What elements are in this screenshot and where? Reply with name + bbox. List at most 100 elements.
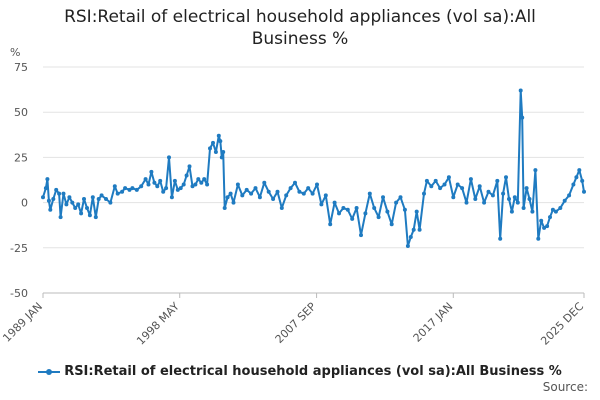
data-point[interactable] <box>533 168 538 173</box>
data-point[interactable] <box>64 202 69 207</box>
data-point[interactable] <box>571 182 576 187</box>
data-point[interactable] <box>288 186 293 191</box>
data-point[interactable] <box>61 191 66 196</box>
data-point[interactable] <box>208 146 212 151</box>
data-point[interactable] <box>205 182 210 187</box>
data-point[interactable] <box>169 195 174 200</box>
data-point[interactable] <box>577 168 582 173</box>
data-point[interactable] <box>490 193 495 198</box>
data-point[interactable] <box>372 206 377 210</box>
data-point[interactable] <box>108 200 113 205</box>
data-point[interactable] <box>275 189 280 194</box>
data-point[interactable] <box>76 202 81 207</box>
data-point[interactable] <box>389 222 394 227</box>
data-point[interactable] <box>363 211 368 216</box>
data-point[interactable] <box>73 206 78 210</box>
data-point[interactable] <box>219 155 224 160</box>
data-point[interactable] <box>262 180 267 185</box>
data-point[interactable] <box>123 186 128 191</box>
data-point[interactable] <box>155 184 160 189</box>
data-point[interactable] <box>550 207 555 212</box>
data-point[interactable] <box>213 150 218 154</box>
data-point[interactable] <box>468 177 473 182</box>
data-point[interactable] <box>134 187 139 192</box>
data-point[interactable] <box>323 193 328 198</box>
data-point[interactable] <box>548 215 552 220</box>
data-point[interactable] <box>482 200 487 205</box>
data-point[interactable] <box>446 175 451 180</box>
data-point[interactable] <box>542 225 547 230</box>
data-point[interactable] <box>582 189 586 194</box>
data-point[interactable] <box>580 178 585 183</box>
data-point[interactable] <box>244 187 249 192</box>
data-point[interactable] <box>271 197 276 201</box>
data-point[interactable] <box>473 197 478 201</box>
data-point[interactable] <box>306 186 311 191</box>
data-point[interactable] <box>319 202 324 207</box>
data-point[interactable] <box>284 193 289 198</box>
data-point[interactable] <box>279 206 284 210</box>
data-point[interactable] <box>512 195 517 200</box>
data-point[interactable] <box>574 175 579 180</box>
data-point[interactable] <box>367 191 372 196</box>
data-point[interactable] <box>515 200 520 205</box>
data-point[interactable] <box>45 177 50 182</box>
data-point[interactable] <box>536 236 541 241</box>
data-point[interactable] <box>257 195 262 200</box>
data-point[interactable] <box>518 88 523 93</box>
data-point[interactable] <box>405 244 410 248</box>
data-point[interactable] <box>228 191 233 196</box>
data-point[interactable] <box>504 175 508 180</box>
data-point[interactable] <box>297 189 302 194</box>
data-point[interactable] <box>67 195 72 200</box>
data-point[interactable] <box>498 236 503 241</box>
data-point[interactable] <box>301 191 306 196</box>
data-point[interactable] <box>350 216 355 221</box>
data-point[interactable] <box>414 209 419 214</box>
data-point[interactable] <box>507 197 511 201</box>
legend[interactable]: RSI:Retail of electrical household appli… <box>0 364 600 379</box>
data-point[interactable] <box>130 186 135 191</box>
data-point[interactable] <box>190 184 195 189</box>
data-point[interactable] <box>422 191 426 196</box>
data-point[interactable] <box>164 186 169 191</box>
data-point[interactable] <box>218 139 223 144</box>
data-point[interactable] <box>146 182 151 187</box>
data-point[interactable] <box>143 177 148 182</box>
data-point[interactable] <box>345 207 350 212</box>
data-point[interactable] <box>85 206 89 210</box>
data-point[interactable] <box>199 180 204 185</box>
data-point[interactable] <box>82 197 86 201</box>
data-point[interactable] <box>486 189 491 194</box>
data-point[interactable] <box>184 173 189 178</box>
data-point[interactable] <box>46 198 51 203</box>
data-point[interactable] <box>54 187 59 192</box>
data-point[interactable] <box>79 211 84 216</box>
data-point[interactable] <box>381 195 385 200</box>
data-point[interactable] <box>225 195 230 200</box>
data-point[interactable] <box>235 182 240 187</box>
data-point[interactable] <box>341 206 346 210</box>
data-point[interactable] <box>104 197 108 201</box>
data-point[interactable] <box>222 206 227 210</box>
data-point[interactable] <box>51 197 56 201</box>
data-point[interactable] <box>567 193 572 198</box>
data-point[interactable] <box>337 211 341 216</box>
data-point[interactable] <box>477 184 482 189</box>
data-point[interactable] <box>181 182 186 187</box>
data-point[interactable] <box>394 200 399 205</box>
data-point[interactable] <box>429 184 434 189</box>
data-point[interactable] <box>187 164 192 169</box>
data-point[interactable] <box>332 200 337 205</box>
data-point[interactable] <box>172 178 177 183</box>
data-point[interactable] <box>175 187 180 192</box>
data-point[interactable] <box>70 200 75 205</box>
data-point[interactable] <box>354 206 359 210</box>
data-point[interactable] <box>211 140 215 145</box>
data-point[interactable] <box>558 206 563 210</box>
data-point[interactable] <box>90 195 95 200</box>
data-point[interactable] <box>545 224 550 229</box>
data-point[interactable] <box>161 189 166 194</box>
data-point[interactable] <box>495 178 500 183</box>
data-point[interactable] <box>249 191 254 196</box>
